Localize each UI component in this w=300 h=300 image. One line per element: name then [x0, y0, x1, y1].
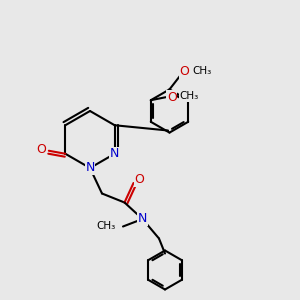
Text: N: N: [110, 147, 119, 160]
Text: O: O: [135, 173, 144, 187]
Text: O: O: [167, 91, 177, 104]
Text: N: N: [85, 161, 95, 175]
Text: O: O: [180, 65, 189, 78]
Text: CH₃: CH₃: [96, 221, 116, 232]
Text: CH₃: CH₃: [179, 91, 199, 101]
Text: CH₃: CH₃: [192, 65, 211, 76]
Text: O: O: [36, 143, 46, 156]
Text: N: N: [138, 212, 147, 226]
